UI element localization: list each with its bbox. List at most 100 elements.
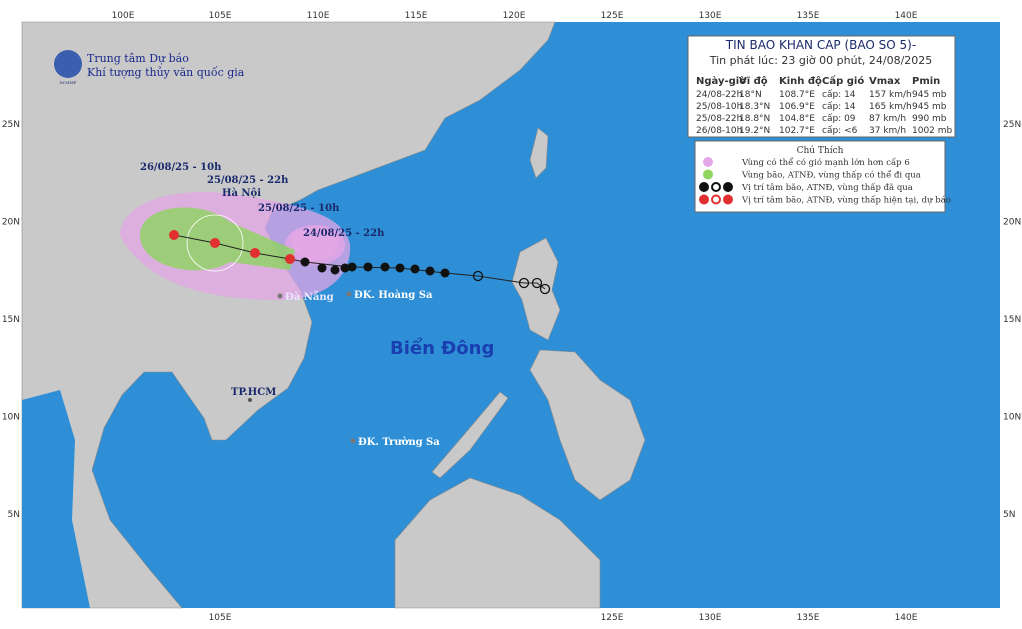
past-position: [395, 263, 405, 273]
lat-label: 15N: [1003, 315, 1021, 325]
legend-swatch: [703, 169, 713, 180]
place-label: ĐK. Hoàng Sa: [354, 290, 433, 301]
bulletin-issued: Tin phát lúc: 23 giờ 00 phút, 24/08/2025: [709, 54, 933, 67]
storm-track: [173, 234, 546, 290]
legend-swatch: [723, 194, 733, 205]
legend-swatch: [699, 194, 709, 205]
table-cell: 18.3°N: [739, 102, 770, 112]
grid-labels: 100E 105E 110E 115E 120E 125E 130E 135E 140E 105E…: [2, 11, 1021, 623]
table-cell: 157 km/h: [869, 90, 912, 100]
forecast-label: 26/08/25 - 10h: [140, 162, 222, 173]
past-position: [539, 283, 551, 295]
agency-name: Khí tượng thủy văn quốc gia: [87, 66, 245, 79]
table-cell: 25/08-22h: [696, 114, 742, 124]
agency-header: NCHMF Trung tâm Dự báo Khí tượng thủy vă…: [54, 50, 245, 85]
lat-label: 10N: [1003, 413, 1021, 423]
forecast-position: [210, 238, 220, 248]
table-cell: 945 mb: [912, 102, 947, 112]
past-position: [317, 263, 327, 273]
table-header: Kinh độ: [779, 75, 822, 87]
legend-swatch: [711, 194, 721, 205]
forecast-radius: [186, 214, 244, 272]
lon-label: 105E: [209, 11, 232, 21]
lon-label: 130E: [699, 613, 722, 623]
legend-panel: [694, 140, 946, 213]
lon-label: 120E: [503, 11, 526, 21]
lon-label: 100E: [112, 11, 135, 21]
lat-label: 25N: [1003, 120, 1021, 130]
table-cell: cấp: <6: [822, 125, 858, 136]
legend-label: Vị trí tâm bão, ATNĐ, vùng thấp đã qua: [741, 182, 913, 193]
past-position: [380, 262, 390, 272]
legend-swatch: [703, 157, 713, 167]
place-label: TP.HCM: [231, 387, 276, 398]
table-cell: 24/08-22h: [696, 90, 742, 100]
table-cell: 108.7°E: [779, 90, 815, 100]
past-position: [330, 265, 340, 275]
place-dot: [346, 291, 352, 297]
lat-label: 10N: [2, 413, 20, 423]
table-cell: 25/08-10h: [696, 102, 742, 112]
lat-label: 20N: [2, 218, 20, 228]
forecast-position: [285, 254, 295, 264]
logo-text: NCHMF: [60, 80, 77, 85]
place-dot: [350, 438, 356, 444]
lon-label: 110E: [307, 11, 330, 21]
place-label: Đà Nẵng: [285, 291, 334, 303]
lat-label: 25N: [2, 120, 20, 130]
place-label: Hà Nội: [222, 188, 261, 199]
lon-label: 135E: [797, 613, 820, 623]
bulletin-box: TIN BAO KHAN CAP (BAO SO 5)- Tin phát lú…: [687, 35, 956, 138]
table-cell: 165 km/h: [869, 102, 912, 112]
table-header: Cấp gió: [822, 74, 864, 87]
past-position: [300, 257, 310, 267]
past-position: [340, 263, 350, 273]
past-position: [531, 277, 543, 289]
forecast-label: 24/08/25 - 22h: [303, 228, 385, 239]
lon-label: 140E: [895, 613, 918, 623]
palawan: [431, 391, 509, 479]
table-cell: cấp: 14: [822, 89, 856, 100]
lon-label: 130E: [699, 11, 722, 21]
table-cell: 37 km/h: [869, 126, 906, 136]
past-position: [425, 266, 435, 276]
table-cell: 87 km/h: [869, 114, 906, 124]
forecast-label: 25/08/25 - 10h: [258, 203, 340, 214]
table-cell: 26/08-10h: [696, 126, 742, 136]
lon-label: 125E: [601, 11, 624, 21]
legend-items: Vùng có thể có gió mạnh lớn hơn cấp 6Vùn…: [699, 156, 951, 206]
lon-label: 125E: [601, 613, 624, 623]
table-cell: 102.7°E: [779, 126, 815, 136]
forecast-position: [250, 248, 260, 258]
table-header: Vĩ độ: [739, 75, 768, 87]
legend-swatch: [699, 182, 709, 192]
table-cell: 106.9°E: [779, 102, 815, 112]
past-position: [440, 268, 450, 278]
lat-label: 5N: [8, 510, 20, 520]
logo: [54, 50, 82, 78]
table-cell: 19.2°N: [739, 126, 770, 136]
forecast-position: [169, 230, 179, 240]
sea-label: Biển Đông: [390, 337, 494, 359]
lat-label: 20N: [1003, 218, 1021, 228]
lon-label: 140E: [895, 11, 918, 21]
table-header: Vmax: [869, 76, 901, 87]
legend-label: Vùng bão, ATNĐ, vùng thấp có thể đi qua: [741, 169, 921, 181]
table-header: Ngày-giờ: [696, 75, 747, 87]
agency-name: Trung tâm Dự báo: [87, 52, 189, 65]
past-position: [472, 270, 484, 282]
wind-zone: [285, 225, 345, 265]
mainland: [21, 21, 556, 609]
place-dot: [248, 398, 252, 402]
legend-label: Vùng có thể có gió mạnh lớn hơn cấp 6: [741, 156, 910, 168]
past-position: [347, 262, 357, 272]
land: [21, 21, 646, 609]
place-label: ĐK. Trường Sa: [358, 437, 440, 448]
table-cell: cấp: 09: [822, 113, 856, 124]
table-cell: 18°N: [739, 90, 762, 100]
legend-swatch: [711, 182, 721, 192]
past-position: [518, 277, 530, 289]
past-position: [410, 264, 420, 274]
